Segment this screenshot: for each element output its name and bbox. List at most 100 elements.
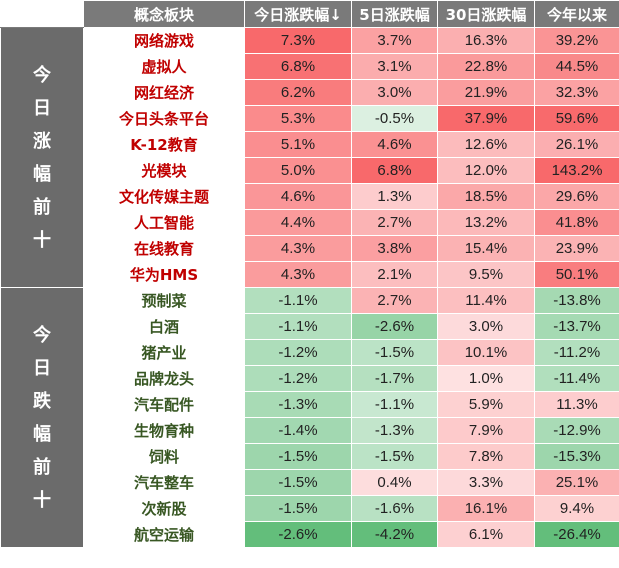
table-row[interactable]: 生物育种 -1.4% -1.3% 7.9% -12.9% <box>1 417 619 444</box>
cell-ytd-change: 44.5% <box>534 53 619 80</box>
cell-today-change: 5.3% <box>244 105 352 132</box>
header-30day-change[interactable]: 30日涨跌幅 <box>437 0 535 28</box>
cell-5day-change: -1.5% <box>351 339 438 366</box>
group-label-char: 日 <box>33 97 51 119</box>
table-row[interactable]: 文化传媒主题 4.6% 1.3% 18.5% 29.6% <box>1 183 619 210</box>
cell-today-change: 4.6% <box>244 183 352 210</box>
cell-30day-change: 15.4% <box>437 235 535 262</box>
table-row[interactable]: 人工智能 4.4% 2.7% 13.2% 41.8% <box>1 209 619 236</box>
cell-today-change: 4.4% <box>244 209 352 236</box>
table-row[interactable]: 今日头条平台 5.3% -0.5% 37.9% 59.6% <box>1 105 619 132</box>
cell-30day-change: 16.1% <box>437 495 535 522</box>
cell-ytd-change: 26.1% <box>534 131 619 158</box>
table-row[interactable]: 华为HMS 4.3% 2.1% 9.5% 50.1% <box>1 261 619 288</box>
table-row[interactable]: 今日涨幅前十网络游戏 7.3% 3.7% 16.3% 39.2% <box>0 27 619 288</box>
cell-today-change: -1.2% <box>244 339 352 366</box>
table-row[interactable]: 品牌龙头 -1.2% -1.7% 1.0% -11.4% <box>1 365 619 392</box>
cell-5day-change: 1.3% <box>351 183 438 210</box>
sector-name[interactable]: 航空运输 <box>83 521 245 548</box>
sector-name[interactable]: 品牌龙头 <box>83 365 245 392</box>
sector-name[interactable]: 华为HMS <box>83 261 245 288</box>
group-label-char: 跌 <box>33 390 51 412</box>
cell-today-change: 5.0% <box>244 157 352 184</box>
table-body: 今日涨幅前十网络游戏 7.3% 3.7% 16.3% 39.2% 虚拟人 6.8% 3.1% 2… <box>0 27 619 548</box>
table-row[interactable]: 网红经济 6.2% 3.0% 21.9% 32.3% <box>1 79 619 106</box>
cell-today-change: -1.4% <box>244 417 352 444</box>
group-label-char: 前 <box>33 456 51 478</box>
sector-name[interactable]: 白酒 <box>83 313 245 340</box>
group-label-gainers: 今日涨幅前十 <box>0 27 84 288</box>
sector-name[interactable]: K-12教育 <box>83 131 245 158</box>
cell-30day-change: 22.8% <box>437 53 535 80</box>
cell-5day-change: -1.7% <box>351 365 438 392</box>
table-row[interactable]: 在线教育 4.3% 3.8% 15.4% 23.9% <box>1 235 619 262</box>
table-row[interactable]: 虚拟人 6.8% 3.1% 22.8% 44.5% <box>1 53 619 80</box>
cell-5day-change: -1.5% <box>351 443 438 470</box>
table-row[interactable]: 今日跌幅前十预制菜 -1.1% 2.7% 11.4% -13.8% <box>0 287 619 548</box>
header-ytd-change[interactable]: 今年以来 <box>534 0 619 28</box>
cell-30day-change: 13.2% <box>437 209 535 236</box>
cell-ytd-change: -13.7% <box>534 313 619 340</box>
table-row[interactable]: 汽车配件 -1.3% -1.1% 5.9% 11.3% <box>1 391 619 418</box>
table-row[interactable]: 饲料 -1.5% -1.5% 7.8% -15.3% <box>1 443 619 470</box>
cell-30day-change: 11.4% <box>437 287 535 314</box>
sector-name[interactable]: 饲料 <box>83 443 245 470</box>
sector-name[interactable]: 在线教育 <box>83 235 245 262</box>
table-row[interactable]: K-12教育 5.1% 4.6% 12.6% 26.1% <box>1 131 619 158</box>
cell-ytd-change: 41.8% <box>534 209 619 236</box>
cell-30day-change: 21.9% <box>437 79 535 106</box>
sector-name[interactable]: 今日头条平台 <box>83 105 245 132</box>
sector-name[interactable]: 猪产业 <box>83 339 245 366</box>
header-sector: 概念板块 <box>83 0 245 28</box>
cell-30day-change: 7.8% <box>437 443 535 470</box>
cell-today-change: -1.5% <box>244 495 352 522</box>
cell-30day-change: 12.0% <box>437 157 535 184</box>
sector-name[interactable]: 网络游戏 <box>83 27 245 54</box>
cell-5day-change: -0.5% <box>351 105 438 132</box>
cell-30day-change: 10.1% <box>437 339 535 366</box>
cell-30day-change: 7.9% <box>437 417 535 444</box>
cell-today-change: -2.6% <box>244 521 352 548</box>
header-5day-change[interactable]: 5日涨跌幅 <box>351 0 438 28</box>
sector-name[interactable]: 网红经济 <box>83 79 245 106</box>
sector-name[interactable]: 生物育种 <box>83 417 245 444</box>
cell-ytd-change: 50.1% <box>534 261 619 288</box>
cell-today-change: -1.5% <box>244 469 352 496</box>
cell-30day-change: 3.0% <box>437 313 535 340</box>
table-row[interactable]: 猪产业 -1.2% -1.5% 10.1% -11.2% <box>1 339 619 366</box>
group-label-char: 幅 <box>33 423 51 445</box>
table-row[interactable]: 次新股 -1.5% -1.6% 16.1% 9.4% <box>1 495 619 522</box>
sector-name[interactable]: 汽车配件 <box>83 391 245 418</box>
table-row[interactable]: 航空运输 -2.6% -4.2% 6.1% -26.4% <box>1 521 619 548</box>
group-label-char: 十 <box>33 229 51 251</box>
header-today-change[interactable]: 今日涨跌幅↓ <box>244 0 352 28</box>
cell-today-change: -1.1% <box>244 313 352 340</box>
cell-30day-change: 3.3% <box>437 469 535 496</box>
cell-5day-change: -1.6% <box>351 495 438 522</box>
header-row: 概念板块 今日涨跌幅↓ 5日涨跌幅 30日涨跌幅 今年以来 <box>0 0 619 28</box>
sector-name[interactable]: 次新股 <box>83 495 245 522</box>
table-row[interactable]: 白酒 -1.1% -2.6% 3.0% -13.7% <box>1 313 619 340</box>
cell-ytd-change: 39.2% <box>534 27 619 54</box>
header-corner <box>0 0 84 28</box>
sector-name[interactable]: 人工智能 <box>83 209 245 236</box>
sector-name[interactable]: 汽车整车 <box>83 469 245 496</box>
table-row[interactable]: 光模块 5.0% 6.8% 12.0% 143.2% <box>1 157 619 184</box>
sector-name[interactable]: 光模块 <box>83 157 245 184</box>
cell-5day-change: 3.8% <box>351 235 438 262</box>
cell-ytd-change: -13.8% <box>534 287 619 314</box>
cell-today-change: 5.1% <box>244 131 352 158</box>
sector-name[interactable]: 预制菜 <box>83 287 245 314</box>
cell-today-change: 6.2% <box>244 79 352 106</box>
cell-5day-change: 6.8% <box>351 157 438 184</box>
cell-30day-change: 16.3% <box>437 27 535 54</box>
table-row[interactable]: 汽车整车 -1.5% 0.4% 3.3% 25.1% <box>1 469 619 496</box>
sector-name[interactable]: 虚拟人 <box>83 53 245 80</box>
cell-ytd-change: -15.3% <box>534 443 619 470</box>
cell-ytd-change: 25.1% <box>534 469 619 496</box>
cell-ytd-change: -12.9% <box>534 417 619 444</box>
sector-name[interactable]: 文化传媒主题 <box>83 183 245 210</box>
cell-5day-change: 4.6% <box>351 131 438 158</box>
cell-today-change: 4.3% <box>244 261 352 288</box>
cell-ytd-change: 143.2% <box>534 157 619 184</box>
